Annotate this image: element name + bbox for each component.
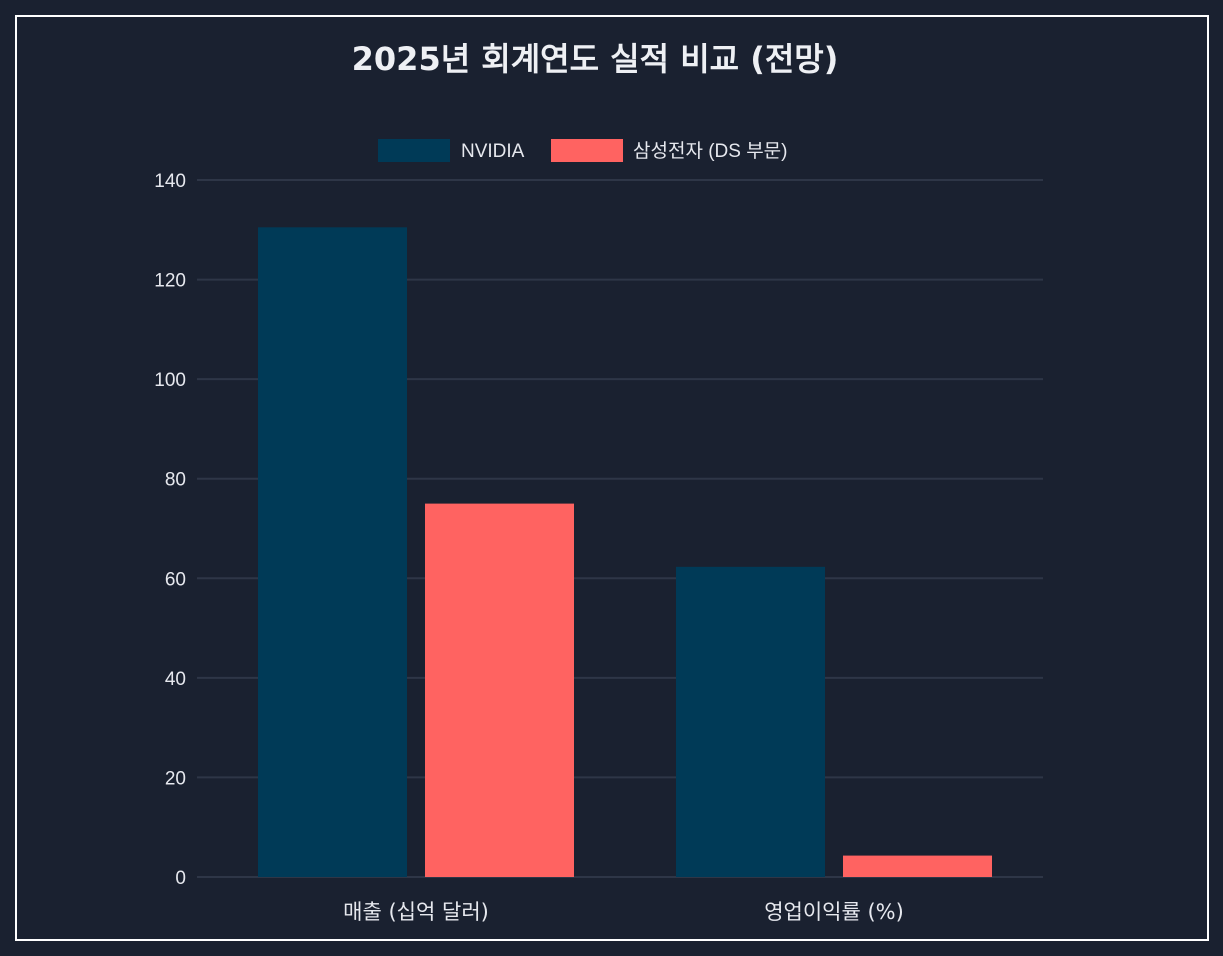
y-tick-label: 0 (175, 868, 186, 889)
chart-legend: NVIDIA 삼성전자 (DS 부문) (378, 139, 788, 162)
y-tick-label: 120 (154, 271, 186, 292)
bar-samsung-revenue (425, 503, 574, 877)
bar-nvidia-margin (676, 566, 825, 877)
y-tick-label: 140 (154, 171, 186, 192)
y-tick-label: 40 (165, 669, 186, 690)
y-tick-label: 80 (165, 470, 186, 491)
y-tick-label: 60 (165, 569, 186, 590)
chart-title: 2025년 회계연도 실적 비교 (전망) (352, 40, 839, 78)
bar-samsung-margin (843, 855, 992, 877)
legend-label-nvidia: NVIDIA (461, 141, 525, 162)
category-label-margin: 영업이익률 (%) (764, 900, 904, 924)
y-tick-label: 100 (154, 370, 186, 391)
legend-swatch-nvidia (378, 139, 450, 162)
bar-nvidia-revenue (258, 227, 407, 877)
legend-label-samsung: 삼성전자 (DS 부문) (633, 140, 788, 162)
category-label-revenue: 매출 (십억 달러) (343, 900, 489, 924)
y-axis-ticks: 0 20 40 60 80 100 120 140 (154, 171, 186, 889)
bars (258, 227, 992, 877)
legend-swatch-samsung (551, 139, 623, 162)
y-tick-label: 20 (165, 768, 186, 789)
